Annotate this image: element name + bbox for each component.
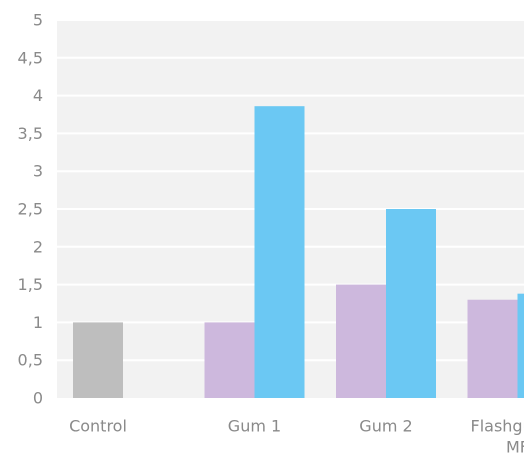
- bar: [518, 294, 524, 398]
- y-tick-label: 2: [33, 237, 43, 256]
- y-axis-tick-labels: 0 0,5 1 1,5 2 2,5 3 3,5 4 4,5 5: [18, 11, 43, 408]
- y-tick-label: 1: [33, 313, 43, 332]
- y-tick-label: 5: [33, 11, 43, 30]
- y-tick-label: 0: [33, 389, 43, 408]
- x-tick-label: Gum 2: [359, 417, 412, 436]
- x-axis-tick-labels: Control Gum 1 Gum 2 Flashgum R MF: [69, 417, 524, 457]
- x-tick-label: Flashgum R: [470, 417, 524, 436]
- bar: [205, 322, 255, 398]
- y-tick-label: 2,5: [18, 200, 43, 219]
- x-tick-label: Gum 1: [228, 417, 281, 436]
- x-tick-label: Control: [69, 417, 127, 436]
- y-tick-label: 4,5: [18, 48, 43, 67]
- bar: [468, 300, 518, 398]
- bar: [386, 209, 436, 398]
- y-tick-label: 0,5: [18, 351, 43, 370]
- bar: [255, 106, 305, 398]
- y-tick-label: 3: [33, 162, 43, 181]
- y-tick-label: 1,5: [18, 275, 43, 294]
- x-tick-label: MF: [506, 438, 524, 457]
- y-tick-label: 3,5: [18, 124, 43, 143]
- bar: [336, 285, 386, 398]
- bar: [73, 322, 123, 398]
- y-tick-label: 4: [33, 86, 43, 105]
